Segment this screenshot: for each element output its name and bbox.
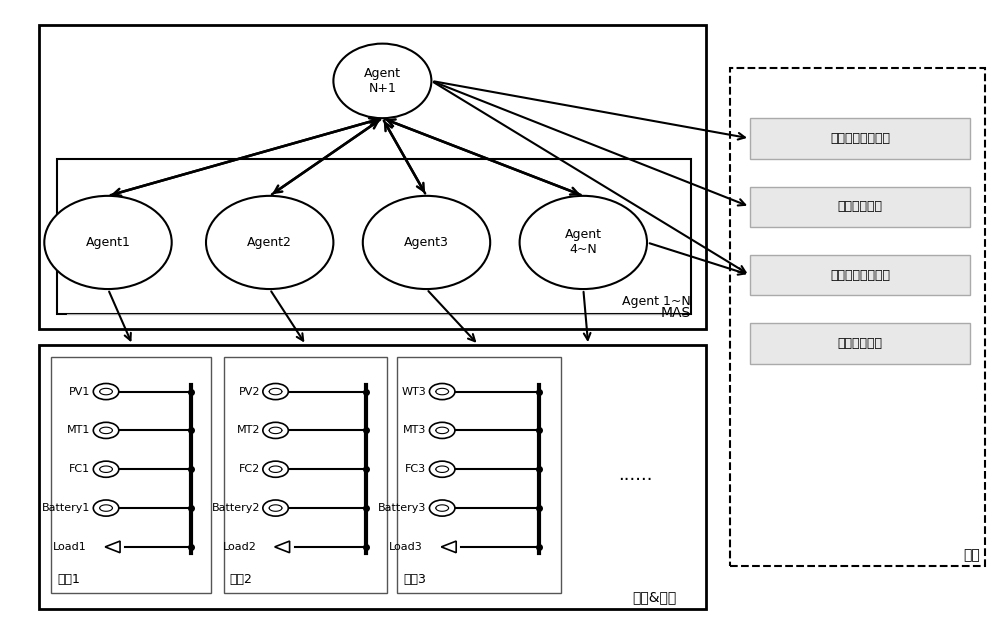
Text: 电网电价计算模块: 电网电价计算模块 xyxy=(830,132,890,145)
Polygon shape xyxy=(441,541,456,553)
Polygon shape xyxy=(105,541,120,553)
FancyBboxPatch shape xyxy=(51,358,211,593)
Text: Load2: Load2 xyxy=(223,542,256,552)
Circle shape xyxy=(263,384,288,399)
Text: Agent
N+1: Agent N+1 xyxy=(364,67,401,95)
Text: Battery2: Battery2 xyxy=(211,503,260,513)
Ellipse shape xyxy=(333,44,431,118)
Text: MT3: MT3 xyxy=(403,425,426,436)
Text: Agent
4~N: Agent 4~N xyxy=(565,228,602,256)
Circle shape xyxy=(429,384,455,399)
Text: Battery1: Battery1 xyxy=(42,503,90,513)
Text: 微网3: 微网3 xyxy=(403,573,426,586)
Circle shape xyxy=(93,500,119,516)
FancyBboxPatch shape xyxy=(397,358,561,593)
Circle shape xyxy=(93,422,119,439)
Text: FC1: FC1 xyxy=(69,464,90,474)
Text: 计算: 计算 xyxy=(963,548,980,562)
Ellipse shape xyxy=(520,196,647,289)
Circle shape xyxy=(93,461,119,477)
Polygon shape xyxy=(275,541,290,553)
Text: Load3: Load3 xyxy=(389,542,423,552)
Circle shape xyxy=(263,500,288,516)
Ellipse shape xyxy=(206,196,333,289)
FancyBboxPatch shape xyxy=(730,68,985,566)
FancyBboxPatch shape xyxy=(750,118,970,158)
Text: WT3: WT3 xyxy=(402,387,426,396)
Text: 其他计算模块: 其他计算模块 xyxy=(838,337,883,350)
Circle shape xyxy=(263,461,288,477)
Text: 微网1: 微网1 xyxy=(57,573,80,586)
Circle shape xyxy=(263,422,288,439)
Text: Load1: Load1 xyxy=(53,542,87,552)
Circle shape xyxy=(429,422,455,439)
Circle shape xyxy=(429,500,455,516)
Text: 潮流计算模块: 潮流计算模块 xyxy=(838,200,883,213)
FancyBboxPatch shape xyxy=(750,323,970,364)
Text: ......: ...... xyxy=(618,467,652,484)
Text: 模型&拓扑: 模型&拓扑 xyxy=(632,590,676,604)
Ellipse shape xyxy=(44,196,172,289)
FancyBboxPatch shape xyxy=(39,25,706,330)
Text: Agent2: Agent2 xyxy=(247,236,292,249)
Text: FC2: FC2 xyxy=(239,464,260,474)
Text: MAS: MAS xyxy=(661,306,691,320)
Text: Agent 1~N: Agent 1~N xyxy=(622,295,691,307)
Text: PV1: PV1 xyxy=(69,387,90,396)
Text: MT2: MT2 xyxy=(236,425,260,436)
Text: 微网优化计算模块: 微网优化计算模块 xyxy=(830,269,890,281)
FancyBboxPatch shape xyxy=(750,186,970,227)
FancyBboxPatch shape xyxy=(224,358,387,593)
FancyBboxPatch shape xyxy=(57,158,691,314)
FancyBboxPatch shape xyxy=(39,345,706,609)
Text: MT1: MT1 xyxy=(67,425,90,436)
Circle shape xyxy=(429,461,455,477)
FancyBboxPatch shape xyxy=(750,255,970,295)
Text: FC3: FC3 xyxy=(405,464,426,474)
Text: Agent1: Agent1 xyxy=(86,236,130,249)
Circle shape xyxy=(93,384,119,399)
Text: Battery3: Battery3 xyxy=(378,503,426,513)
Ellipse shape xyxy=(363,196,490,289)
Text: PV2: PV2 xyxy=(238,387,260,396)
Text: Agent3: Agent3 xyxy=(404,236,449,249)
Text: 微网2: 微网2 xyxy=(230,573,252,586)
